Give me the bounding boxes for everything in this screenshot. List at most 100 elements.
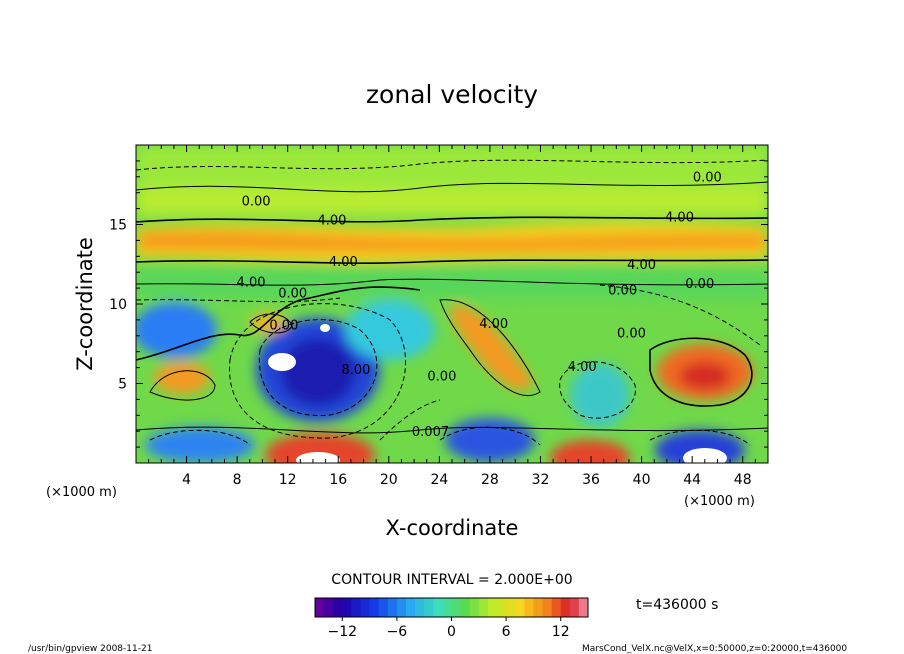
colorbar-cell — [415, 598, 425, 617]
cyan-halo-center — [345, 300, 435, 360]
red-patch-bottom-center — [265, 433, 375, 463]
contour-lines-dashed — [136, 159, 768, 446]
colorbar-cell — [433, 598, 443, 617]
contour-label: 4.00 — [627, 258, 656, 273]
x-tick-label: 48 — [734, 472, 752, 488]
x-tick-label: 32 — [532, 472, 550, 488]
x-tick-label: 36 — [582, 472, 600, 488]
contour-label: 0.00 — [242, 194, 271, 209]
y-axis-label: Z-coordinate — [73, 237, 97, 371]
colorbar-cell — [542, 598, 552, 617]
colorbar-cell — [578, 598, 589, 617]
blue-patch-bottom-left — [145, 427, 255, 463]
x-tick-label: 44 — [683, 472, 701, 488]
colorbar-cell — [406, 598, 416, 617]
x-tick-label: 28 — [481, 472, 499, 488]
red-core-right — [679, 362, 731, 390]
colorbar-cell — [506, 598, 516, 617]
x-tick-label: 4 — [182, 472, 191, 488]
footer-left: /usr/bin/gpview 2008-11-21 — [28, 644, 152, 654]
mid-green — [136, 267, 768, 300]
colorbar-cell — [551, 598, 561, 617]
footer-right: MarsCond_VelX.nc@VelX,x=0:50000,z=0:2000… — [582, 644, 847, 654]
x-tick-label: 40 — [633, 472, 651, 488]
colorbar-cell — [460, 598, 470, 617]
colorbar-cell — [396, 598, 407, 617]
colorbar-tick-label: −6 — [387, 624, 408, 640]
contour-label: 4.00 — [237, 276, 266, 291]
colorbar-cell — [515, 598, 525, 617]
x-axis-label: X-coordinate — [386, 516, 519, 540]
saturated-white-bottom — [296, 452, 340, 463]
colorbar-cell — [487, 598, 498, 617]
contour-label: 0.00 — [269, 318, 298, 333]
colorbar-cell — [333, 598, 343, 617]
colorbar-cell — [497, 598, 507, 617]
time-label: t=436000 s — [636, 597, 718, 613]
x-axis-unit-right: (×1000 m) — [684, 494, 755, 509]
colorbar-cell — [560, 598, 571, 617]
jet-core — [140, 230, 765, 252]
x-tick-label: 8 — [233, 472, 242, 488]
contour-label: 8.00 — [341, 363, 370, 378]
cyan-patch-right — [570, 363, 630, 427]
contour-label: 0.00 — [427, 369, 456, 384]
contour-label: 4.00 — [329, 255, 358, 270]
colorbar-tick-label: −12 — [328, 624, 358, 640]
colorbar-cell — [360, 598, 370, 617]
colorbar-cell — [315, 598, 325, 617]
blue-core-center-dark — [280, 338, 356, 406]
colorbar-tick-label: 12 — [552, 624, 570, 640]
x-tick-label: 16 — [329, 472, 347, 488]
x-axis-unit-left: (×1000 m) — [46, 485, 117, 500]
contour-label: 4.00 — [479, 317, 508, 332]
contour-interval-text: CONTOUR INTERVAL = 2.000E+00 — [331, 572, 572, 588]
x-axis: 4 8 12 16 20 24 28 32 36 40 44 48 — [148, 145, 756, 488]
colorbar-tick-label: 0 — [447, 624, 456, 640]
colorbar-cell — [387, 598, 398, 617]
colorbar-cell — [533, 598, 543, 617]
saturated-white-bottom-right — [683, 448, 727, 463]
colorbar-cell — [378, 598, 389, 617]
contour-label: 0.00 — [278, 287, 307, 302]
x-tick-label: 20 — [380, 472, 398, 488]
colorbar-cell — [324, 598, 334, 617]
contour-label: 0.00 — [608, 283, 637, 298]
blue-patch-bottom-mid — [445, 418, 535, 462]
colorbar-cell — [469, 598, 480, 617]
saturated-white-small — [320, 324, 330, 332]
colorbar-cell — [351, 598, 361, 617]
y-tick-label: 10 — [109, 297, 127, 313]
x-tick-label: 24 — [430, 472, 448, 488]
colorbar-cell — [442, 598, 452, 617]
colorbar — [314, 597, 589, 618]
contour-label: 0.007 — [412, 425, 449, 440]
contour-lines — [136, 181, 768, 434]
y-tick-label: 15 — [109, 218, 127, 234]
colorbar-cell — [369, 598, 379, 617]
colorbar-cell — [569, 598, 580, 617]
orange-ridge — [449, 304, 535, 390]
colorbar-cell — [478, 598, 489, 617]
y-tick-label: 5 — [118, 377, 127, 393]
colorbar-tick-label: 6 — [502, 624, 511, 640]
chart-title: zonal velocity — [366, 80, 538, 109]
upper-band — [136, 188, 768, 216]
y-axis: 5 10 15 — [109, 160, 768, 448]
orange-blob-left — [154, 362, 210, 394]
orange-blob-left-2 — [250, 313, 286, 333]
contour-label: 0.00 — [617, 326, 646, 341]
red-patch-bottom-36 — [550, 440, 630, 463]
contour-label: 0.00 — [685, 277, 714, 292]
blue-patch-left — [136, 302, 217, 358]
contour-label: 4.00 — [665, 210, 694, 225]
x-tick-label: 12 — [279, 472, 297, 488]
contour-label: 4.00 — [568, 360, 597, 375]
colorbar-cell — [342, 598, 352, 617]
colorbar-cell — [451, 598, 461, 617]
contour-labels: 0.00 4.00 0.00 4.00 4.00 4.00 4.00 0.00 0.00 0.00… — [237, 171, 722, 440]
colorbar-ticks: −12 −6 0 6 12 — [328, 617, 570, 640]
colorbar-cell — [424, 598, 434, 617]
contour-label: 4.00 — [317, 214, 346, 229]
